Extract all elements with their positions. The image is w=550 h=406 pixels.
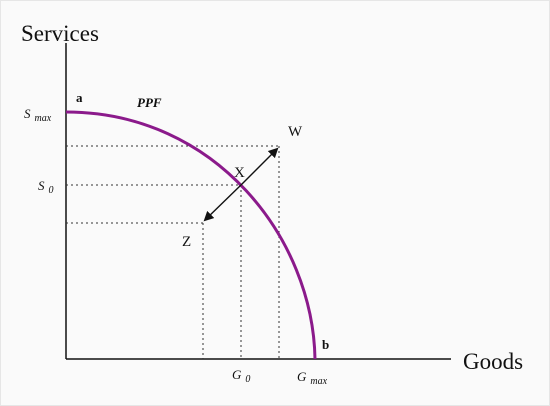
gmax-subscript: max [310,376,327,387]
g0-label: G 0 [232,366,250,385]
point-w-label: W [288,124,303,140]
arrow-to-w [240,147,279,186]
s0-main: S [38,178,45,193]
g0-main: G [232,367,242,382]
gmax-label: G max [297,368,328,387]
point-b-label: b [322,337,329,352]
x-axis-title: Goods [463,349,523,374]
g0-subscript: 0 [245,374,250,385]
smax-main: S [24,106,31,121]
arrow-to-z [203,184,242,222]
s0-label: S 0 [38,177,54,196]
point-z-label: Z [182,234,191,250]
gmax-main: G [297,369,307,384]
s0-subscript: 0 [49,185,54,196]
ppf-label: PPF [137,95,162,110]
ppf-curve [65,110,317,360]
point-a-label: a [76,90,83,105]
smax-subscript: max [35,113,52,124]
smax-label: S max [24,105,52,124]
y-axis-title: Services [21,21,99,46]
point-x-label: X [234,165,245,181]
